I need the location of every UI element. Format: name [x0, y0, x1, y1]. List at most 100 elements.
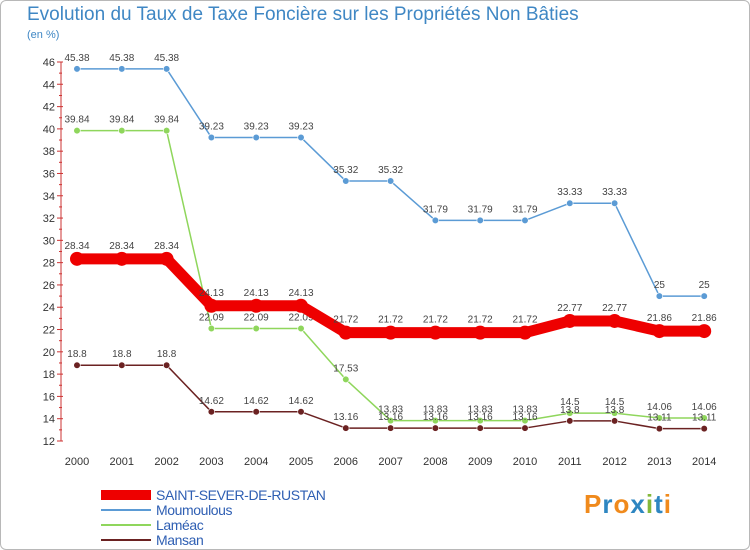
- logo-letter: i: [645, 489, 655, 519]
- y-tick-label: 12: [43, 436, 55, 448]
- y-axis-unit: (en %): [27, 29, 60, 41]
- legend-swatch: [101, 523, 151, 526]
- legend-label: Laméac: [156, 516, 204, 533]
- data-point: [159, 251, 174, 266]
- data-point: [476, 424, 484, 432]
- x-tick-label: 2000: [65, 456, 89, 468]
- data-point: [207, 408, 215, 416]
- data-label: 21.72: [333, 315, 358, 326]
- data-point: [518, 325, 532, 340]
- y-tick-label: 42: [43, 102, 55, 114]
- data-label: 13.83: [378, 405, 403, 416]
- data-point: [428, 325, 443, 340]
- data-label: 14.62: [244, 396, 269, 407]
- data-point: [163, 127, 171, 135]
- x-tick-label: 2003: [199, 456, 223, 468]
- data-label: 39.84: [109, 115, 134, 126]
- data-label: 45.38: [109, 53, 134, 64]
- legend-swatch: [101, 508, 151, 511]
- data-point: [431, 216, 440, 224]
- data-label: 13.11: [692, 413, 717, 424]
- data-point: [207, 133, 215, 142]
- data-label: 14.5: [560, 397, 580, 408]
- proxiti-logo: Proxiti: [584, 489, 672, 520]
- data-label: 17.53: [333, 363, 358, 374]
- data-point: [342, 424, 350, 432]
- y-tick-label: 26: [43, 280, 55, 292]
- data-label: 18.8: [112, 349, 132, 360]
- data-label: 25: [654, 280, 666, 291]
- x-tick-label: 2014: [692, 456, 716, 468]
- data-point: [118, 127, 126, 135]
- data-point: [338, 325, 353, 340]
- data-point: [700, 414, 708, 422]
- data-label: 45.38: [154, 53, 179, 64]
- data-label: 13.8: [560, 405, 580, 416]
- y-tick-label: 16: [43, 391, 55, 403]
- chart-title: Evolution du Taux de Taxe Foncière sur l…: [27, 4, 579, 25]
- y-tick-label: 22: [43, 325, 55, 337]
- data-label: 22.77: [602, 303, 627, 314]
- y-tick-label: 34: [43, 191, 55, 203]
- data-point: [476, 417, 484, 425]
- logo-letter: r: [602, 489, 614, 519]
- data-point: [431, 424, 440, 432]
- x-tick-label: 2001: [110, 456, 134, 468]
- x-tick-label: 2004: [244, 456, 268, 468]
- data-label: 14.62: [199, 396, 224, 407]
- data-label: 14.06: [647, 402, 672, 413]
- data-label: 21.72: [468, 315, 493, 326]
- data-label: 13.83: [512, 405, 537, 416]
- data-point: [607, 313, 622, 328]
- logo-letter: t: [654, 489, 664, 519]
- data-label: 13.83: [468, 405, 493, 416]
- data-point: [431, 417, 440, 425]
- data-point: [204, 298, 219, 313]
- data-point: [297, 133, 305, 142]
- legend-label: Moumoulous: [156, 501, 233, 518]
- data-point: [297, 408, 305, 416]
- data-label: 35.32: [333, 165, 358, 176]
- data-point: [697, 324, 712, 339]
- data-point: [476, 216, 484, 224]
- data-point: [73, 361, 81, 369]
- x-tick-label: 2009: [468, 456, 492, 468]
- y-tick-label: 32: [43, 213, 55, 225]
- x-tick-label: 2006: [334, 456, 358, 468]
- data-label: 31.79: [512, 204, 537, 215]
- data-label: 39.84: [64, 115, 89, 126]
- data-label: 39.23: [244, 121, 269, 132]
- data-point: [655, 425, 664, 433]
- data-label: 39.23: [199, 121, 224, 132]
- data-point: [73, 65, 81, 73]
- data-point: [252, 133, 260, 142]
- data-label: 14.5: [605, 397, 625, 408]
- legend-item: Moumoulous: [101, 501, 325, 518]
- data-point: [566, 409, 574, 417]
- data-label: 24.13: [199, 288, 224, 299]
- data-label: 39.84: [154, 115, 179, 126]
- data-label: 21.86: [647, 313, 672, 324]
- logo-letter: i: [663, 489, 672, 519]
- data-label: 14.62: [288, 396, 313, 407]
- legend-swatch: [101, 538, 151, 541]
- data-point: [700, 425, 708, 433]
- data-label: 18.8: [67, 349, 87, 360]
- data-label: 33.33: [557, 187, 582, 198]
- data-label: 14.06: [692, 402, 717, 413]
- data-label: 35.32: [378, 165, 403, 176]
- data-label: 13.11: [647, 413, 672, 424]
- data-label: 21.86: [692, 313, 717, 324]
- y-tick-label: 44: [43, 79, 55, 91]
- data-point: [655, 414, 664, 422]
- data-point: [118, 65, 126, 73]
- y-tick-label: 30: [43, 235, 55, 247]
- data-label: 13.83: [423, 405, 448, 416]
- legend-item: Laméac: [101, 516, 325, 533]
- data-point: [655, 292, 664, 300]
- data-label: 13.16: [512, 412, 537, 423]
- data-label: 22.09: [288, 313, 313, 324]
- data-point: [163, 361, 171, 369]
